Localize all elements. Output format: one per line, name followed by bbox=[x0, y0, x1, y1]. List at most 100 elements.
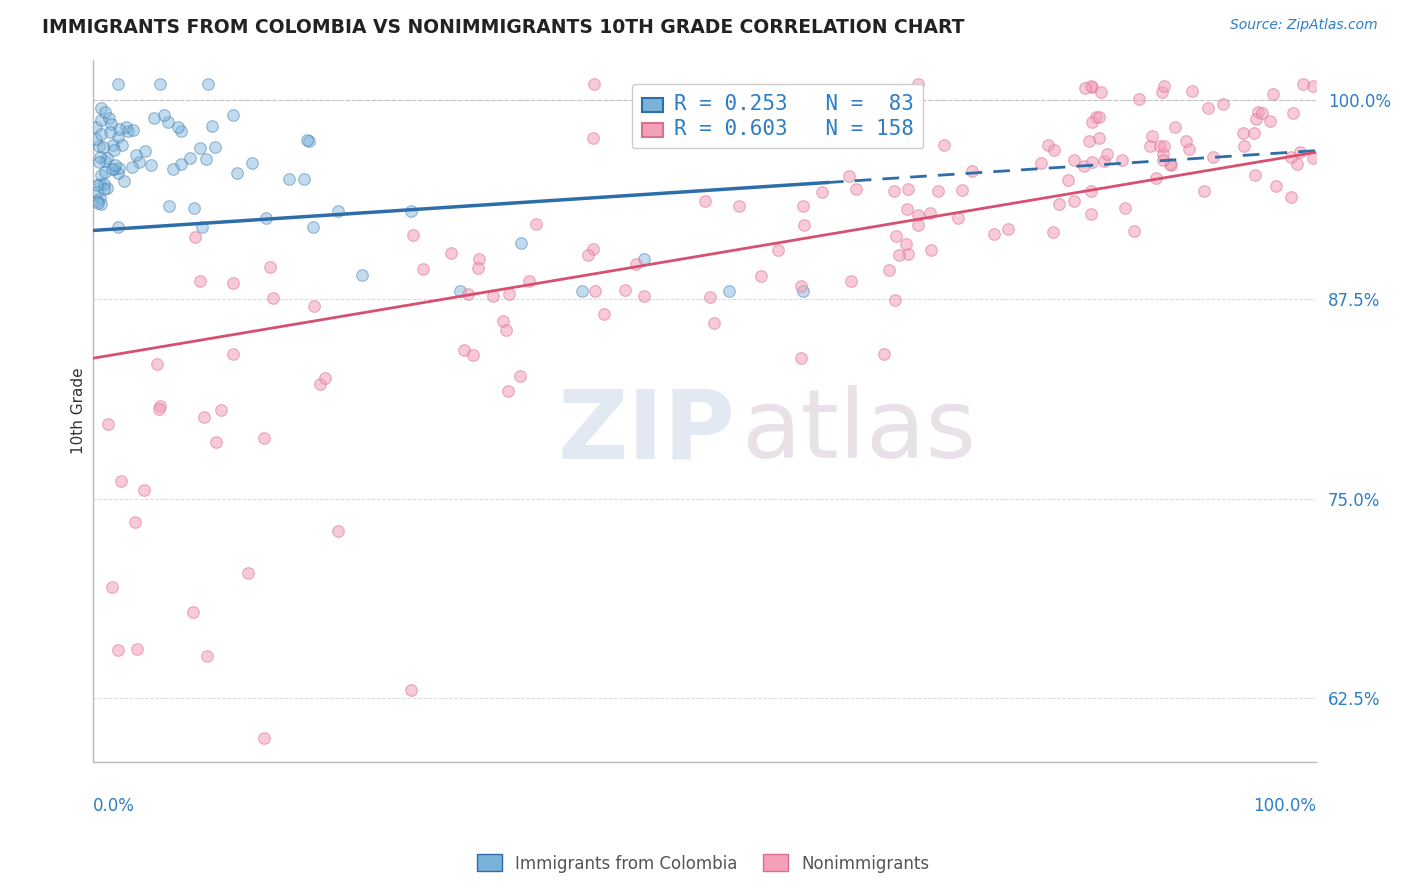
Point bbox=[148, 401, 170, 416]
Point bbox=[468, 252, 491, 266]
Point bbox=[728, 199, 751, 213]
Point bbox=[86, 178, 108, 192]
Text: atlas: atlas bbox=[741, 385, 977, 478]
Point bbox=[1095, 147, 1118, 161]
Point bbox=[1243, 126, 1265, 140]
Point bbox=[98, 111, 121, 125]
Point bbox=[884, 228, 907, 243]
Point bbox=[101, 580, 124, 594]
Point bbox=[326, 204, 349, 219]
Point bbox=[1092, 153, 1115, 168]
Point bbox=[1152, 85, 1174, 99]
Y-axis label: 10th Grade: 10th Grade bbox=[72, 368, 86, 454]
Point bbox=[718, 284, 741, 298]
Text: Source: ZipAtlas.com: Source: ZipAtlas.com bbox=[1230, 18, 1378, 32]
Point bbox=[1042, 225, 1064, 239]
Point bbox=[894, 236, 917, 251]
Point bbox=[184, 229, 207, 244]
Legend: Immigrants from Colombia, Nonimmigrants: Immigrants from Colombia, Nonimmigrants bbox=[470, 847, 936, 880]
Point bbox=[896, 202, 918, 217]
Point bbox=[93, 165, 115, 179]
Point bbox=[1152, 153, 1174, 167]
Point bbox=[86, 132, 108, 146]
Point bbox=[1201, 150, 1223, 164]
Point bbox=[1074, 80, 1097, 95]
Point bbox=[983, 227, 1005, 241]
Point bbox=[134, 483, 156, 497]
Point bbox=[1063, 153, 1085, 167]
Point bbox=[238, 566, 260, 580]
Point bbox=[1181, 85, 1204, 99]
Point bbox=[412, 261, 434, 276]
Point bbox=[297, 133, 319, 147]
Point bbox=[170, 124, 193, 138]
Point bbox=[170, 156, 193, 170]
Point bbox=[1085, 110, 1108, 124]
Point bbox=[946, 211, 969, 225]
Point bbox=[125, 148, 148, 162]
Point bbox=[633, 289, 655, 303]
Point bbox=[188, 141, 211, 155]
Point bbox=[1260, 114, 1282, 128]
Point bbox=[201, 119, 224, 133]
Point bbox=[222, 277, 245, 291]
Point bbox=[112, 173, 135, 187]
Point bbox=[845, 182, 868, 196]
Point bbox=[181, 605, 204, 619]
Point bbox=[103, 137, 125, 152]
Point bbox=[134, 144, 156, 158]
Point bbox=[517, 274, 540, 288]
Point bbox=[117, 124, 139, 138]
Point bbox=[107, 77, 129, 91]
Point bbox=[1288, 145, 1310, 159]
Point bbox=[811, 185, 834, 199]
Point bbox=[191, 220, 214, 235]
Point bbox=[920, 243, 942, 257]
Point bbox=[960, 164, 983, 178]
Point bbox=[524, 217, 547, 231]
Point bbox=[146, 357, 169, 371]
Point bbox=[195, 648, 218, 663]
Point bbox=[1243, 168, 1265, 182]
Point bbox=[883, 184, 905, 198]
Point bbox=[96, 180, 118, 194]
Point bbox=[90, 101, 112, 115]
Point bbox=[89, 150, 111, 164]
Point bbox=[107, 643, 129, 657]
Point bbox=[240, 156, 263, 170]
Point bbox=[1178, 142, 1201, 156]
Point bbox=[1080, 207, 1102, 221]
Point bbox=[399, 683, 422, 698]
Point bbox=[1149, 138, 1171, 153]
Point bbox=[789, 351, 811, 366]
Point bbox=[89, 177, 111, 191]
Point bbox=[94, 104, 117, 119]
Point bbox=[153, 108, 176, 122]
Point bbox=[91, 140, 114, 154]
Point bbox=[1302, 78, 1324, 93]
Point bbox=[121, 160, 143, 174]
Point bbox=[463, 348, 485, 362]
Point bbox=[792, 284, 814, 298]
Point bbox=[97, 417, 120, 432]
Point bbox=[302, 299, 325, 313]
Point bbox=[592, 307, 614, 321]
Point bbox=[314, 370, 336, 384]
Point bbox=[193, 409, 215, 424]
Point bbox=[907, 218, 929, 232]
Point bbox=[292, 172, 315, 186]
Point bbox=[997, 222, 1019, 236]
Point bbox=[845, 86, 868, 100]
Point bbox=[1175, 134, 1198, 148]
Point bbox=[1111, 153, 1133, 167]
Point bbox=[204, 140, 226, 154]
Point bbox=[896, 181, 918, 195]
Point bbox=[1152, 147, 1174, 161]
Point bbox=[1232, 127, 1254, 141]
Point bbox=[89, 191, 111, 205]
Point bbox=[1139, 139, 1161, 153]
Point bbox=[254, 211, 277, 225]
Point bbox=[222, 346, 245, 360]
Point bbox=[695, 194, 717, 208]
Point bbox=[1197, 101, 1219, 115]
